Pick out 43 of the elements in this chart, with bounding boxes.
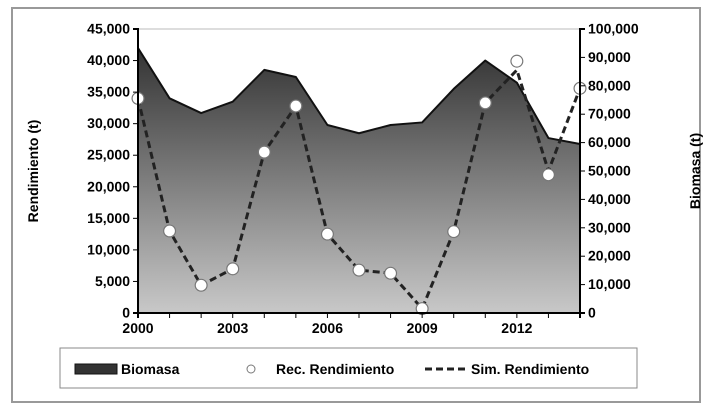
y2-tick-label: 20,000	[588, 248, 632, 264]
y-tick-label: 0	[122, 304, 130, 320]
point	[478, 96, 492, 110]
point	[447, 225, 460, 238]
y2-tick-label: 70,000	[588, 106, 632, 122]
point	[542, 168, 555, 182]
y-axis-title: Rendimiento (t)	[25, 120, 41, 222]
point	[384, 266, 398, 280]
x-tick-label: 2003	[217, 320, 248, 336]
y2-axis-title: Biomasa (t)	[687, 132, 703, 210]
point	[320, 228, 334, 241]
x-tick-label: 2000	[122, 320, 154, 336]
point	[258, 146, 271, 159]
legend-label: Sim. Rendimiento	[471, 361, 590, 377]
y-tick-label: 10,000	[87, 241, 130, 258]
point	[194, 278, 208, 292]
legend-label: Rec. Rendimiento	[276, 361, 394, 377]
y2-tick-label: 80,000	[588, 77, 632, 94]
y-tick-label: 5,000	[94, 272, 130, 289]
point	[163, 224, 176, 238]
point	[416, 302, 429, 316]
y2-tick-label: 40,000	[588, 190, 632, 207]
y2-tick-label: 0	[588, 304, 596, 320]
point	[226, 262, 240, 276]
point	[289, 99, 302, 112]
y2-tick-label: 30,000	[588, 219, 632, 236]
y2-tick-label: 50,000	[588, 162, 632, 178]
legend-label: Biomasa	[121, 361, 180, 377]
y-tick-label: 35,000	[87, 84, 130, 100]
x-tick-label: 2006	[312, 320, 344, 336]
y2-tick-label: 90,000	[588, 48, 632, 65]
y-tick-label: 40,000	[87, 52, 130, 68]
x-tick-label: 2009	[406, 320, 438, 336]
y2-tick-label: 100,000	[588, 20, 639, 36]
x-tick-label: 2012	[501, 320, 533, 336]
y2-tick-label: 10,000	[588, 276, 632, 292]
y-tick-label: 20,000	[87, 178, 130, 194]
point	[352, 264, 366, 277]
y-tick-label: 15,000	[87, 210, 130, 226]
y-tick-label: 30,000	[87, 115, 130, 132]
y-tick-label: 45,000	[87, 20, 130, 36]
y-tick-label: 25,000	[87, 146, 130, 163]
y2-tick-label: 60,000	[588, 134, 632, 150]
